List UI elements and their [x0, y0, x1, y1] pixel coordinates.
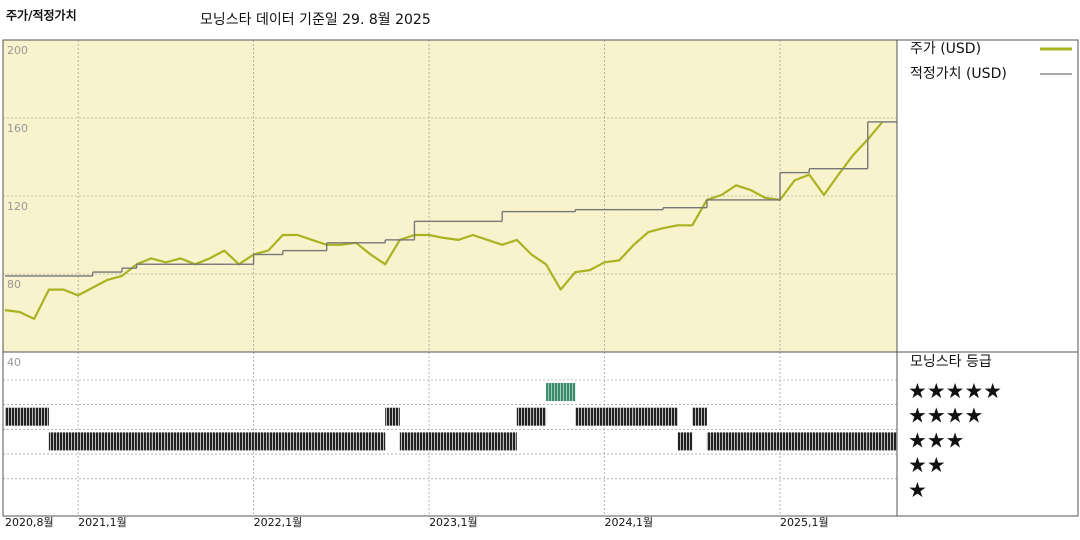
x-tick-label: 2025,1월	[780, 516, 829, 529]
plot: 40 80 120 160 200 2020,8월 2021,1월 2022,1월 2023,1…	[3, 40, 897, 529]
y-tick-label: 160	[7, 122, 28, 135]
rating-bar	[224, 432, 239, 451]
rating-bar	[19, 407, 35, 426]
rating-bar	[34, 407, 49, 426]
rating-bar	[180, 432, 196, 451]
rating-bar	[604, 407, 620, 426]
y-tick-label: 40	[7, 356, 21, 369]
rating-bar	[282, 432, 298, 451]
rating-bar	[502, 432, 517, 451]
price-line	[4, 121, 884, 320]
rating-bar	[882, 432, 897, 451]
rating-bar	[867, 432, 883, 451]
rating-level-label: ★★	[908, 453, 946, 477]
x-tick-label: 2021,1월	[78, 516, 127, 529]
rating-bar	[443, 432, 459, 451]
chart-subtitle: 모닝스타 데이터 기준일 29. 8월 2025	[200, 12, 431, 28]
rating-bar	[809, 432, 824, 451]
rating-bar	[121, 432, 137, 451]
rating-bar	[238, 432, 254, 451]
rating-bar	[853, 432, 868, 451]
rating-bar	[765, 432, 781, 451]
rating-bar	[648, 407, 664, 426]
rating-bar	[823, 432, 839, 451]
rating-level-label: ★★★	[908, 428, 964, 452]
rating-bar	[458, 432, 473, 451]
rating-bar	[750, 432, 766, 451]
rating-bar	[414, 432, 430, 451]
rating-bar	[692, 407, 707, 426]
legend-label: 적정가치 (USD)	[910, 66, 1007, 82]
rating-bar	[619, 407, 634, 426]
rating-bar	[48, 432, 64, 451]
rating-bar	[107, 432, 122, 451]
rating-bar	[195, 432, 210, 451]
rating-bar	[794, 432, 810, 451]
legend-label: 주가 (USD)	[910, 41, 981, 57]
x-tick-label: 2024,1월	[605, 516, 654, 529]
rating-level-label: ★★★★★	[908, 379, 1002, 403]
rating-bar	[268, 432, 283, 451]
rating-bar	[838, 432, 854, 451]
rating-bar	[165, 432, 181, 451]
y-tick-label: 80	[7, 278, 21, 291]
rating-bar	[385, 407, 400, 426]
x-tick-label: 2020,8월	[5, 516, 54, 529]
y-tick-label: 120	[7, 200, 28, 213]
rating-bar	[560, 383, 576, 401]
rating-bar	[677, 432, 693, 451]
rating-bar	[780, 432, 795, 451]
rating-bar	[370, 432, 386, 451]
rating-bar	[151, 432, 166, 451]
rating-bar	[546, 383, 561, 401]
rating-bar	[341, 432, 356, 451]
rating-bar	[472, 432, 488, 451]
rating-bar	[633, 407, 649, 426]
rating-level-label: ★	[908, 478, 927, 502]
chart-title: 주가/적정가치	[6, 8, 77, 23]
rating-bar	[355, 432, 371, 451]
rating-bar	[516, 407, 532, 426]
rating-bar	[575, 407, 590, 426]
rating-bar	[429, 432, 444, 451]
frame	[2, 39, 1079, 517]
rating-bar	[706, 432, 722, 451]
y-tick-label: 200	[7, 44, 28, 57]
rating-bar	[78, 432, 93, 451]
rating-bar	[721, 432, 737, 451]
rating-level-label: ★★★★	[908, 404, 983, 428]
rating-bar	[487, 432, 503, 451]
rating-bar	[297, 432, 313, 451]
rating-bar	[663, 407, 678, 426]
x-tick-label: 2022,1월	[254, 516, 303, 529]
rating-bar	[326, 432, 342, 451]
rating-bar	[136, 432, 152, 451]
rating-bar	[253, 432, 269, 451]
rating-bar	[92, 432, 108, 451]
rating-bar	[399, 432, 415, 451]
rating-bar	[531, 407, 547, 426]
rating-bar	[736, 432, 751, 451]
rating-bar	[5, 407, 20, 426]
x-tick-label: 2023,1월	[429, 516, 478, 529]
rating-bar	[209, 432, 225, 451]
ratings-title: 모닝스타 등급	[910, 354, 992, 370]
rating-bar	[589, 407, 605, 426]
rating-bar	[63, 432, 79, 451]
rating-bar	[312, 432, 327, 451]
